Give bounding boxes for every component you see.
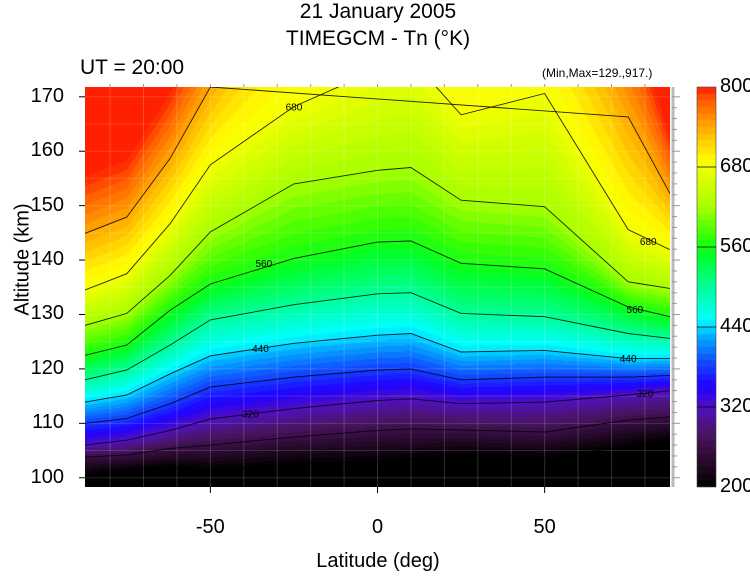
- y-tick-label: 130: [30, 302, 64, 325]
- colorbar-tick-label: 440: [720, 315, 750, 337]
- y-axis-label: Altitude (km): [11, 203, 34, 316]
- grid-lines: [85, 87, 670, 487]
- y-tick-label: 170: [30, 84, 64, 107]
- y-tick-label: 160: [30, 139, 64, 162]
- x-tick-label: 50: [533, 516, 556, 538]
- contour-label: 320: [637, 389, 654, 400]
- axes: [79, 84, 717, 493]
- contour-line-260: [85, 416, 670, 458]
- contour-label: 320: [242, 410, 259, 421]
- y-tick-label: 140: [30, 248, 64, 271]
- colorbar-frame: [696, 86, 717, 488]
- colorbar-tick-label: 800: [720, 75, 750, 97]
- contour-line-620: [85, 167, 670, 326]
- contour-line-200: [85, 439, 670, 476]
- chart-title: 21 January 2005: [299, 0, 457, 23]
- x-axis-label: Latitude (deg): [316, 550, 440, 572]
- colorbar-tick-label: 560: [720, 235, 750, 257]
- contour-label: 440: [620, 354, 637, 365]
- colorbar-tick-label: 200: [720, 475, 750, 497]
- contour-line-500: [85, 292, 670, 381]
- y-tick-label: 100: [30, 465, 64, 488]
- contour-line-440: [85, 333, 670, 403]
- y-tick-label: 110: [32, 411, 64, 434]
- contour-line-680: [85, 87, 670, 291]
- contour-line-560: [85, 240, 670, 356]
- contour-label: 680: [286, 103, 303, 114]
- y-tick-label: 150: [30, 193, 64, 216]
- contour-line-740: [85, 87, 670, 234]
- contour-label: 440: [252, 344, 269, 355]
- contour-label: 560: [255, 259, 272, 270]
- contour-lines: [85, 87, 670, 476]
- chart-subtitle: TIMEGCM - Tn (°K): [285, 27, 471, 50]
- ut-time-label: UT = 20:00: [80, 56, 185, 79]
- contour-line-320: [85, 390, 670, 446]
- temperature-field: [85, 87, 670, 487]
- colorbar-tick-label: 320: [720, 395, 750, 417]
- contour-labels: 680 560 440 320 680 560 440 320: [242, 103, 657, 421]
- colorbar-tick-label: 680: [720, 155, 750, 177]
- x-tick-label: -50: [195, 516, 225, 538]
- contour-line-380: [85, 368, 670, 424]
- x-tick-label: 0: [371, 516, 384, 538]
- min-max-label: (Min,Max=129.,917.): [542, 66, 653, 80]
- y-tick-label: 120: [30, 356, 64, 379]
- contour-label: 560: [627, 305, 644, 316]
- contour-label: 680: [640, 237, 657, 248]
- colorbar: [697, 87, 716, 487]
